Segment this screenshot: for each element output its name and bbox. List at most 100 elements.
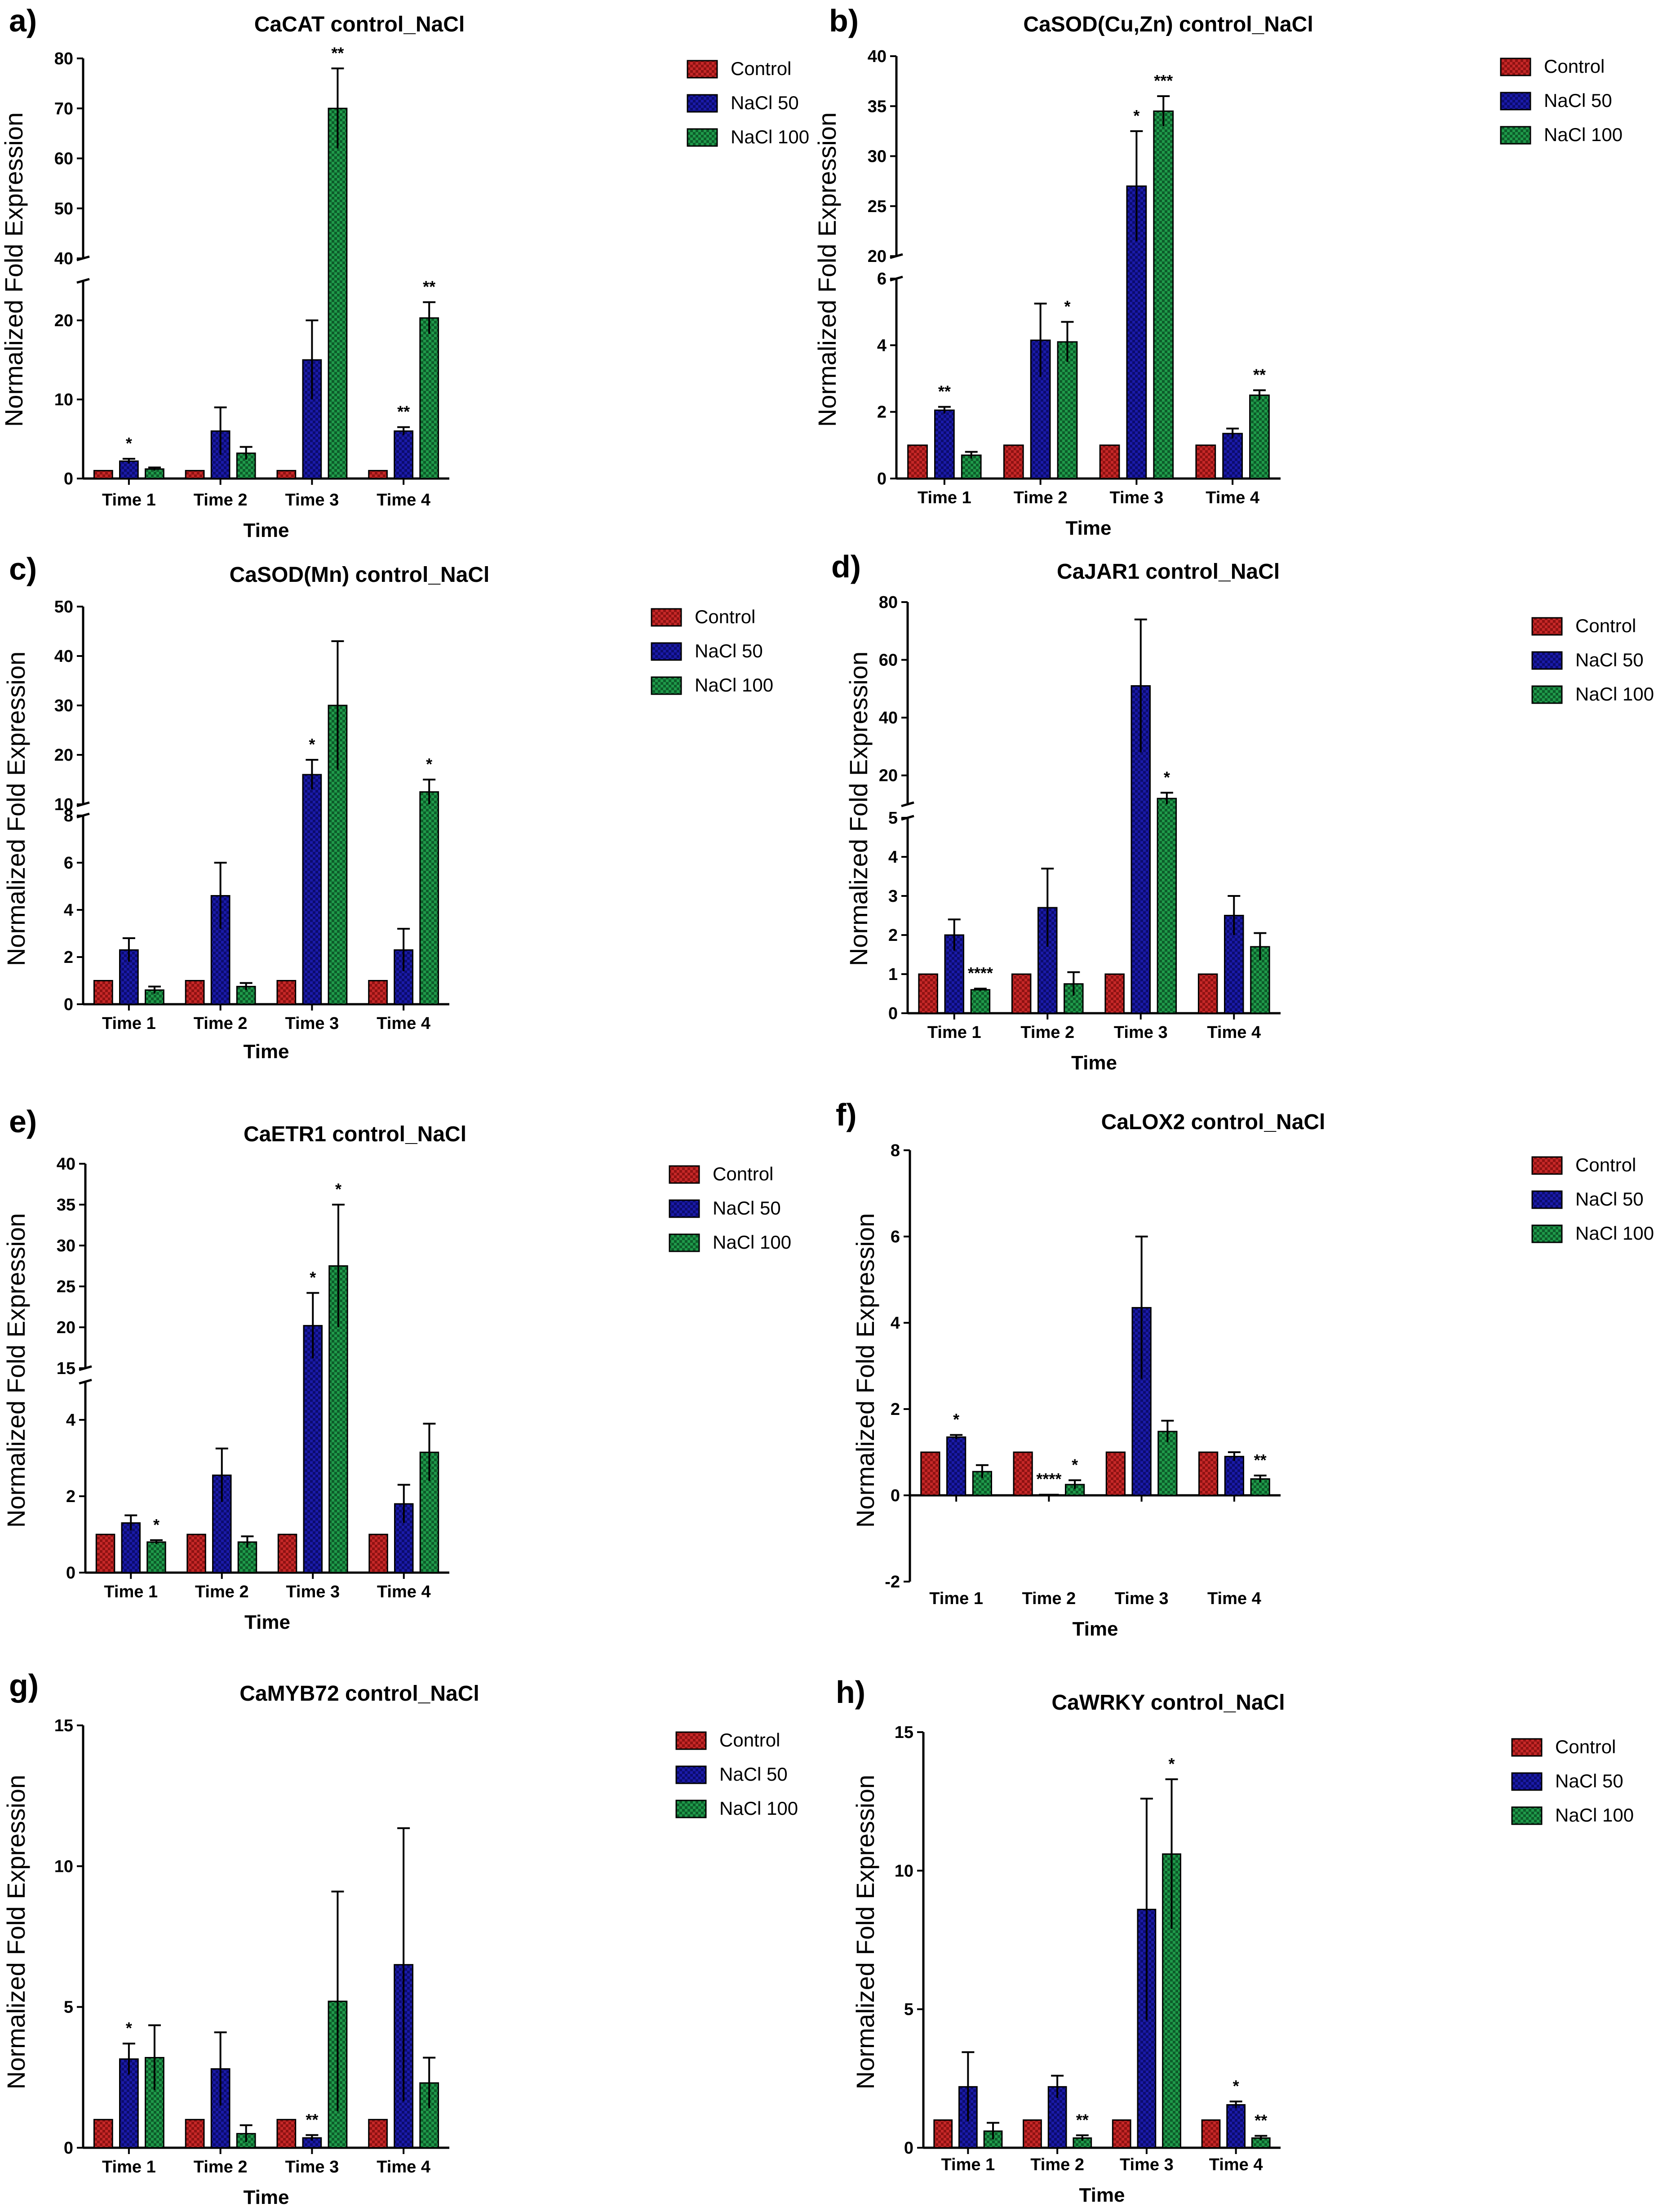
bar-control-time-1 xyxy=(920,1451,940,1496)
legend-swatch xyxy=(1511,1738,1543,1757)
chart-title: CaMYB72 control_NaCl xyxy=(239,1682,479,1706)
significance-label: * xyxy=(126,434,132,452)
significance-label: * xyxy=(1169,1755,1175,1773)
bar-control-time-4 xyxy=(1201,2119,1221,2149)
bar-nacl-100-time-3 xyxy=(1153,110,1174,479)
bar-control-time-3 xyxy=(276,980,297,1005)
legend-label: NaCl 100 xyxy=(1575,683,1654,705)
bar-nacl-100-time-1 xyxy=(146,1541,166,1574)
y-tick-label: 0 xyxy=(904,2139,913,2158)
legend-label: Control xyxy=(719,1729,780,1751)
x-tick-label: Time 1 xyxy=(104,1583,158,1601)
bar-control-time-1 xyxy=(93,2119,113,2149)
y-tick-label: 25 xyxy=(868,197,887,216)
legend-swatch xyxy=(1531,685,1563,704)
bar-nacl-50-time-1 xyxy=(119,460,139,479)
bar-control-time-1 xyxy=(907,444,928,479)
bar-control-time-1 xyxy=(933,2119,953,2149)
x-tick-label: Time 1 xyxy=(102,2158,156,2177)
y-tick-label: 25 xyxy=(57,1277,75,1296)
x-tick-label: Time 4 xyxy=(377,1014,430,1033)
bar-control-time-4 xyxy=(368,980,388,1005)
y-tick-label: 1 xyxy=(888,965,898,984)
legend-label: NaCl 100 xyxy=(1575,1223,1654,1244)
y-tick-label: 5 xyxy=(904,2000,913,2019)
x-tick-label: Time 4 xyxy=(1209,2155,1263,2174)
significance-label: * xyxy=(309,735,315,754)
panel-label: g) xyxy=(9,1668,39,1703)
legend-swatch xyxy=(1531,617,1563,636)
significance-label: * xyxy=(1164,768,1170,786)
legend-label: NaCl 50 xyxy=(1575,649,1644,670)
bar-control-time-3 xyxy=(276,470,297,479)
significance-label: ** xyxy=(423,278,435,296)
x-tick-label: Time 2 xyxy=(195,1583,249,1601)
y-tick-label: 0 xyxy=(877,470,887,488)
legend-swatch xyxy=(675,1765,707,1784)
y-tick-label: 40 xyxy=(57,1155,75,1174)
x-tick-label: Time 3 xyxy=(285,491,339,510)
significance-label: ** xyxy=(938,382,951,401)
bar-control-time-4 xyxy=(1195,444,1216,479)
y-tick-label: 15 xyxy=(57,1359,75,1378)
x-tick-label: Time 3 xyxy=(1114,1023,1168,1042)
x-tick-label: Time 2 xyxy=(194,491,248,510)
y-tick-label: 50 xyxy=(54,199,73,218)
bar-nacl-100-time-4 xyxy=(1249,395,1270,479)
panel-label: f) xyxy=(836,1097,857,1132)
bar-control-time-4 xyxy=(1197,973,1218,1014)
panel-label: d) xyxy=(831,549,861,584)
legend-swatch xyxy=(1531,1156,1563,1175)
x-axis-label: Time xyxy=(244,2186,289,2208)
x-tick-label: Time 3 xyxy=(1115,1589,1169,1608)
y-tick-label: 20 xyxy=(868,247,887,266)
significance-label: * xyxy=(426,755,432,773)
y-tick-label: 80 xyxy=(879,593,898,612)
y-tick-label: 0 xyxy=(64,2139,73,2158)
y-tick-label: 15 xyxy=(895,1723,913,1742)
bar-control-time-3 xyxy=(276,2119,297,2149)
bar-control-time-1 xyxy=(95,1534,115,1574)
y-tick-label: 5 xyxy=(64,1998,73,2017)
x-axis-label: Time xyxy=(1079,2184,1125,2206)
significance-label: *** xyxy=(1154,71,1173,90)
legend-swatch xyxy=(1531,651,1563,670)
bar-control-time-3 xyxy=(1099,444,1120,479)
y-tick-label: 2 xyxy=(877,403,887,422)
bar-nacl-50-time-3 xyxy=(303,1325,323,1574)
y-axis-label: Normalized Fold Expression xyxy=(2,652,30,966)
y-axis-label: Normalized Fold Expression xyxy=(844,652,873,966)
bar-control-time-3 xyxy=(277,1534,297,1574)
x-tick-label: Time 3 xyxy=(285,1014,339,1033)
y-tick-label: -2 xyxy=(885,1573,900,1591)
bar-nacl-50-time-2 xyxy=(1039,1494,1059,1496)
legend-swatch xyxy=(1531,1190,1563,1209)
x-tick-label: Time 4 xyxy=(377,491,430,510)
x-axis-label: Time xyxy=(244,1041,289,1063)
bar-nacl-100-time-4 xyxy=(419,317,439,479)
panel-label: h) xyxy=(836,1675,865,1710)
legend-label: Control xyxy=(1555,1736,1616,1757)
panel-label: a) xyxy=(9,3,37,38)
legend-label: Control xyxy=(1544,56,1605,77)
legend-label: NaCl 100 xyxy=(695,674,773,696)
legend-swatch xyxy=(1531,1224,1563,1243)
x-tick-label: Time 1 xyxy=(927,1023,981,1042)
y-tick-label: 20 xyxy=(879,767,898,785)
bar-control-time-1 xyxy=(93,980,113,1005)
bar-control-time-1 xyxy=(918,973,938,1014)
significance-label: ** xyxy=(397,403,410,421)
y-tick-label: 10 xyxy=(54,795,73,814)
legend-swatch xyxy=(1511,1806,1543,1825)
bar-control-time-4 xyxy=(1198,1451,1219,1496)
chart-title: CaSOD(Mn) control_NaCl xyxy=(230,563,490,587)
y-axis-label: Normalized Fold Expression xyxy=(813,112,841,427)
x-tick-label: Time 4 xyxy=(377,1583,431,1601)
y-tick-label: 80 xyxy=(54,49,73,68)
significance-label: ** xyxy=(1254,1451,1267,1469)
x-tick-label: Time 3 xyxy=(1110,488,1164,507)
y-axis-label: Normalized Fold Expression xyxy=(2,1213,30,1528)
legend-label: NaCl 100 xyxy=(719,1798,798,1819)
